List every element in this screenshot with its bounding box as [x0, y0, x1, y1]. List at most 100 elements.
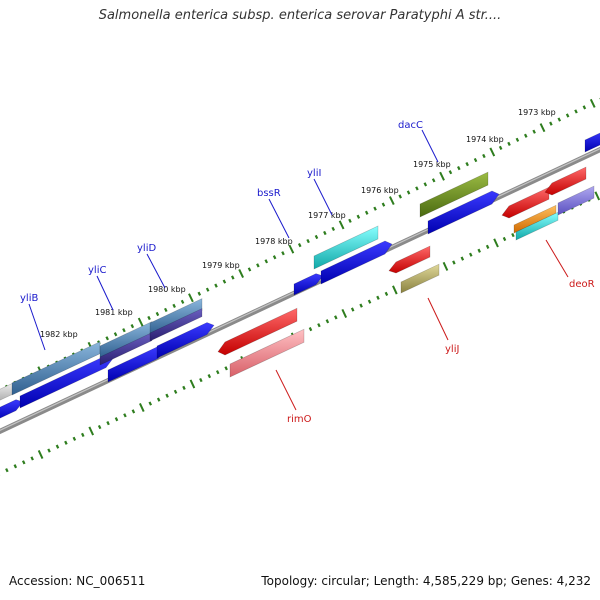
feature-yliJ-r[interactable] [388, 245, 431, 274]
outer-tick [155, 311, 160, 317]
gene-label-deoR[interactable]: deoR [569, 279, 595, 290]
inner-tick [359, 303, 363, 308]
inner-tick [5, 468, 9, 473]
outer-tick [498, 145, 503, 151]
leader-yliJ [427, 297, 449, 341]
outer-tick [439, 171, 445, 181]
outer-tick [388, 196, 395, 206]
inner-tick [21, 460, 26, 465]
outer-tick [457, 166, 461, 171]
inner-tick [182, 385, 186, 390]
feature-rimO[interactable] [217, 307, 298, 356]
outer-tick [364, 210, 369, 215]
outer-tick [557, 117, 562, 122]
feature-dacC[interactable] [419, 171, 489, 218]
outer-tick [532, 129, 536, 134]
feature-rimO-b[interactable] [229, 328, 305, 378]
outer-tick [247, 267, 252, 272]
outer-tick [214, 283, 218, 288]
outer-tick [288, 244, 295, 254]
feature-blue-a[interactable] [0, 399, 24, 421]
feature-bssR[interactable] [293, 273, 324, 296]
inner-tick [173, 389, 178, 394]
kbp-label-1974: 1974 kbp [466, 135, 504, 144]
outer-tick [256, 263, 260, 268]
leader-yliI [313, 178, 333, 216]
outer-tick [281, 251, 285, 256]
inner-tick [308, 327, 313, 332]
gene-label-yliC[interactable]: yliC [88, 265, 106, 276]
kbp-label-1981: 1981 kbp [95, 308, 133, 317]
gene-label-yliB[interactable]: yliB [20, 293, 38, 304]
feature-blue-g[interactable] [584, 131, 600, 153]
feature-yliD-b[interactable] [149, 308, 203, 342]
kbp-label-1977: 1977 kbp [308, 211, 346, 220]
outer-tick [489, 147, 496, 157]
feature-yliI[interactable] [313, 225, 379, 270]
inner-tick [215, 370, 220, 375]
inner-tick [207, 374, 212, 379]
inner-tick [123, 413, 127, 418]
outer-tick [297, 243, 302, 248]
gene-label-yliI[interactable]: yliI [307, 168, 321, 179]
inner-tick [477, 248, 481, 253]
kbp-label-1978: 1978 kbp [255, 237, 293, 246]
inner-tick [367, 299, 372, 304]
leader-yliB [28, 303, 46, 351]
outer-tick [507, 141, 511, 146]
feature-red-r2[interactable] [544, 166, 587, 196]
kbp-label-1975: 1975 kbp [413, 160, 451, 169]
outer-tick [465, 162, 469, 167]
feature-yliC-b[interactable] [99, 332, 153, 366]
outer-tick [331, 226, 336, 232]
outer-tick [122, 328, 126, 333]
feature-blue-b[interactable] [19, 355, 114, 409]
feature-yliJ[interactable] [400, 263, 440, 294]
outer-tick [338, 220, 345, 230]
inner-tick [165, 393, 169, 398]
leader-deoR [545, 239, 569, 278]
outer-tick [574, 109, 578, 114]
gene-label-dacC[interactable]: dacC [398, 120, 423, 131]
inner-tick [317, 323, 321, 328]
inner-tick [97, 424, 102, 430]
feature-deoR-c[interactable] [515, 211, 559, 241]
gene-label-rimO[interactable]: rimO [287, 414, 312, 425]
gene-label-bssR[interactable]: bssR [257, 188, 281, 199]
gene-label-yliJ[interactable]: yliJ [445, 344, 459, 355]
inner-tick [350, 307, 355, 312]
kbp-label-1980: 1980 kbp [148, 285, 186, 294]
inner-tick [189, 379, 196, 389]
genome-title: Salmonella enterica subsp. enterica sero… [98, 8, 502, 23]
inner-tick [72, 436, 77, 441]
inner-tick [13, 464, 18, 469]
outer-tick [172, 303, 176, 308]
inner-tick [81, 432, 85, 437]
inner-tick [502, 236, 507, 242]
inner-tick [460, 256, 465, 261]
leader-dacC [421, 129, 439, 163]
inner-tick [384, 291, 389, 296]
inner-tick [392, 285, 398, 295]
leader-yliC [96, 275, 114, 311]
outer-tick [448, 170, 453, 175]
inner-tick [64, 440, 68, 445]
feature-blue-e[interactable] [320, 240, 393, 285]
kbp-tick-labels: 1973 kbp 1974 kbp 1975 kbp 1976 kbp 1977… [40, 108, 556, 339]
inner-tick [106, 421, 110, 426]
inner-tick [88, 426, 95, 436]
outer-tick [137, 317, 144, 327]
inner-tick [156, 397, 161, 402]
feature-blue-f[interactable] [427, 190, 500, 235]
feature-lav[interactable] [557, 185, 595, 216]
inner-tick [148, 401, 153, 406]
outer-tick [147, 315, 151, 321]
outer-tick [205, 287, 210, 292]
inner-tick [511, 232, 515, 238]
inner-tick [341, 308, 348, 318]
outer-tick [406, 190, 411, 195]
inner-tick [47, 448, 51, 453]
gene-label-yliD[interactable]: yliD [137, 243, 156, 254]
feature-blue-d[interactable] [156, 322, 215, 359]
